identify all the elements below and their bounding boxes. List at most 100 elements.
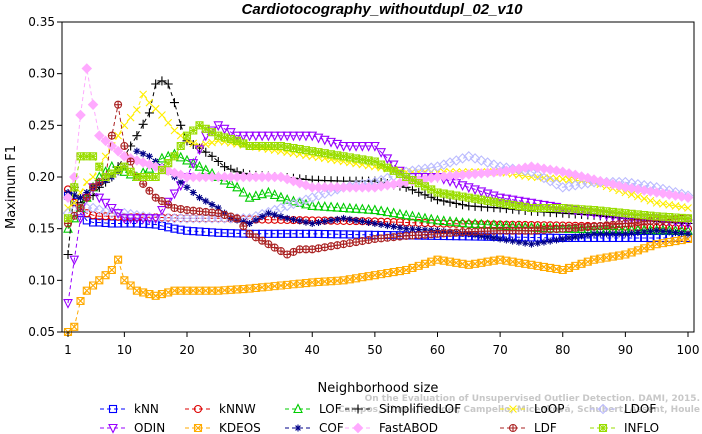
data-point — [139, 90, 148, 99]
data-point — [208, 138, 216, 147]
data-point — [119, 214, 130, 225]
x-tick-label: 60 — [430, 343, 445, 357]
data-point — [313, 200, 324, 211]
data-point — [157, 206, 167, 216]
data-point — [451, 198, 461, 208]
data-point — [144, 108, 154, 118]
data-point — [150, 214, 161, 225]
data-point — [189, 189, 197, 196]
data-point — [526, 166, 537, 178]
data-point — [233, 229, 242, 238]
data-point — [89, 152, 98, 161]
data-point — [413, 211, 424, 222]
legend-item-fastabod: FastABOD — [345, 421, 438, 434]
data-point — [551, 165, 562, 177]
data-point — [283, 214, 291, 222]
data-point — [195, 227, 204, 236]
data-point — [220, 133, 229, 142]
data-point — [482, 189, 493, 200]
series-ldf — [63, 100, 693, 259]
data-point — [371, 220, 379, 227]
data-point — [139, 179, 148, 188]
data-point — [326, 201, 336, 212]
legend-label: SimplifiedLOF — [379, 402, 461, 416]
data-point — [94, 130, 105, 141]
data-point — [132, 131, 142, 141]
data-point — [257, 188, 268, 199]
y-tick-label: 0.10 — [28, 273, 55, 287]
data-point — [415, 225, 423, 233]
data-point — [294, 131, 305, 142]
data-point — [100, 198, 111, 209]
data-point — [314, 229, 323, 238]
data-point — [77, 194, 85, 202]
data-point — [578, 232, 586, 240]
data-point — [87, 99, 99, 110]
data-point — [526, 198, 537, 209]
data-point — [615, 230, 623, 238]
data-point — [538, 163, 550, 175]
data-point — [463, 151, 475, 162]
data-point — [82, 193, 91, 202]
data-point — [112, 145, 124, 157]
data-point — [233, 214, 242, 223]
data-point — [252, 216, 260, 224]
data-point — [351, 203, 361, 213]
data-point — [457, 217, 468, 227]
data-point — [164, 159, 173, 168]
data-point — [621, 230, 629, 238]
data-point — [607, 178, 619, 190]
data-point — [438, 215, 449, 226]
data-point — [158, 111, 166, 119]
data-point — [540, 238, 548, 246]
data-point — [270, 243, 279, 252]
data-point — [302, 218, 310, 226]
data-point — [295, 229, 304, 238]
data-point — [520, 197, 531, 208]
data-point — [214, 228, 223, 237]
data-point — [344, 202, 355, 213]
data-point — [463, 217, 474, 228]
data-point — [107, 131, 116, 140]
data-point — [652, 233, 661, 243]
data-point — [264, 209, 272, 217]
data-point — [365, 218, 373, 226]
data-point — [546, 174, 555, 183]
data-point — [213, 157, 223, 166]
data-point — [527, 240, 535, 248]
data-point — [257, 131, 268, 142]
data-point — [182, 131, 192, 140]
data-point — [308, 229, 317, 238]
data-point — [169, 98, 179, 108]
data-point — [401, 209, 412, 220]
data-point — [214, 131, 223, 140]
data-point — [264, 229, 273, 238]
data-point — [609, 230, 617, 238]
data-point — [75, 109, 86, 121]
data-point — [326, 137, 336, 148]
data-point — [376, 148, 387, 158]
data-point — [558, 175, 567, 183]
data-point — [176, 120, 186, 130]
data-point — [63, 299, 73, 309]
data-point — [106, 140, 118, 152]
data-point — [69, 255, 80, 266]
legend-label: FastABOD — [379, 421, 438, 434]
data-point — [565, 175, 573, 184]
x-tick-label: 50 — [367, 343, 382, 357]
data-point — [269, 189, 280, 199]
data-point — [426, 213, 437, 224]
series-layer — [62, 63, 694, 337]
data-point — [131, 155, 143, 166]
data-point — [665, 228, 673, 236]
data-point — [208, 201, 216, 209]
data-point — [225, 178, 236, 188]
data-point — [300, 179, 312, 191]
data-point — [100, 206, 111, 217]
data-point — [244, 131, 255, 142]
data-point — [358, 217, 366, 225]
data-point — [552, 236, 560, 244]
data-point — [532, 169, 543, 181]
data-point — [684, 204, 692, 212]
